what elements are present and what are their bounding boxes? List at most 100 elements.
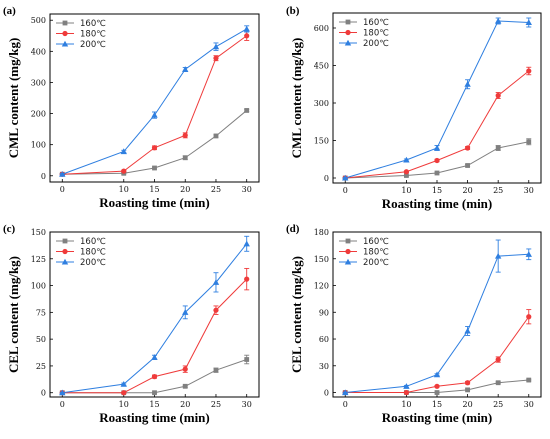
series-line <box>345 316 530 394</box>
data-point <box>403 169 410 175</box>
legend-label: 200℃ <box>80 258 106 268</box>
data-point <box>213 367 219 373</box>
data-point <box>434 157 440 164</box>
y-tick-label: 300 <box>31 78 46 87</box>
y-tick-label: 0 <box>41 172 46 181</box>
x-tick-label: 25 <box>211 185 221 194</box>
data-point <box>212 43 220 50</box>
x-tick-label: 15 <box>149 185 159 194</box>
data-point <box>526 377 532 383</box>
data-point <box>151 111 158 118</box>
data-point <box>434 383 440 389</box>
x-tick-label: 10 <box>401 186 411 195</box>
legend-label: 200℃ <box>363 258 389 268</box>
series-2 <box>59 25 250 177</box>
y-tick-label: 500 <box>31 16 46 25</box>
x-tick-label: 15 <box>149 400 159 409</box>
data-point <box>121 168 127 174</box>
x-tick-label: 15 <box>432 186 442 195</box>
y-tick-label: 150 <box>31 228 46 237</box>
x-axis-title: Roasting time (min) <box>99 195 210 210</box>
series-line <box>345 70 530 179</box>
data-point <box>403 383 410 389</box>
legend-marker <box>61 40 69 47</box>
y-tick-label: 400 <box>31 47 46 56</box>
data-point <box>495 380 501 386</box>
series-line <box>345 141 529 179</box>
data-point <box>243 25 250 32</box>
data-point <box>526 68 532 74</box>
x-tick-label: 20 <box>462 186 472 195</box>
x-tick-label: 0 <box>60 400 65 409</box>
data-point <box>151 374 158 380</box>
legend-marker <box>344 39 352 46</box>
legend-marker <box>345 29 351 36</box>
data-point <box>464 145 471 151</box>
legend-label: 180℃ <box>363 29 389 39</box>
x-axis-title: Roasting time (min) <box>99 410 210 425</box>
x-tick-label: 20 <box>462 400 472 409</box>
y-axis-title: CML content (mg/kg) <box>289 38 304 159</box>
series-2 <box>59 235 250 396</box>
x-tick-label: 20 <box>180 185 190 194</box>
data-point <box>433 144 441 151</box>
y-tick-label: 600 <box>314 24 329 33</box>
data-point <box>121 390 127 396</box>
data-point <box>495 145 501 151</box>
data-point <box>464 327 471 334</box>
panel-label: (b) <box>286 5 300 17</box>
y-tick-label: 200 <box>31 110 46 119</box>
data-point <box>494 17 502 24</box>
y-tick-label: 150 <box>314 137 329 146</box>
x-tick-label: 30 <box>524 400 534 409</box>
data-point <box>494 252 502 259</box>
legend-marker <box>61 258 69 265</box>
legend-marker <box>62 238 68 244</box>
y-axis-title: CEL content (mg/kg) <box>289 256 304 373</box>
x-tick-label: 30 <box>242 400 252 409</box>
data-point <box>244 276 250 282</box>
data-point <box>244 357 250 362</box>
data-point <box>465 163 470 168</box>
data-point <box>342 174 349 181</box>
data-point <box>59 389 66 396</box>
series-0 <box>342 138 532 181</box>
data-point <box>464 380 471 386</box>
y-axis-title: CML content (mg/kg) <box>6 38 21 159</box>
data-point <box>434 170 440 176</box>
data-point <box>120 380 127 387</box>
data-point <box>59 171 66 177</box>
data-point <box>120 148 127 155</box>
data-point <box>243 240 250 247</box>
y-tick-label: 100 <box>31 141 46 150</box>
data-point <box>182 155 188 161</box>
y-tick-label: 150 <box>314 255 329 264</box>
data-point <box>213 307 219 313</box>
legend-label: 200℃ <box>363 39 389 49</box>
data-point <box>151 145 158 151</box>
data-point <box>342 389 349 396</box>
legend-label: 160℃ <box>80 19 106 29</box>
data-point <box>525 251 532 257</box>
x-tick-label: 10 <box>119 400 129 409</box>
data-point <box>244 33 250 39</box>
y-tick-label: 50 <box>36 335 46 344</box>
series-line <box>345 253 529 394</box>
legend-label: 200℃ <box>80 40 106 50</box>
x-tick-label: 15 <box>432 400 442 409</box>
legend-marker <box>345 248 351 255</box>
y-tick-label: 75 <box>36 308 46 317</box>
legend-label: 180℃ <box>363 248 389 258</box>
data-point <box>182 383 188 389</box>
legend-label: 180℃ <box>80 248 106 258</box>
y-tick-label: 60 <box>319 335 329 344</box>
y-tick-label: 120 <box>314 282 329 291</box>
series-line <box>62 28 247 175</box>
panel-label: (d) <box>286 223 300 235</box>
series-2 <box>342 17 532 181</box>
legend-label: 160℃ <box>363 18 389 28</box>
